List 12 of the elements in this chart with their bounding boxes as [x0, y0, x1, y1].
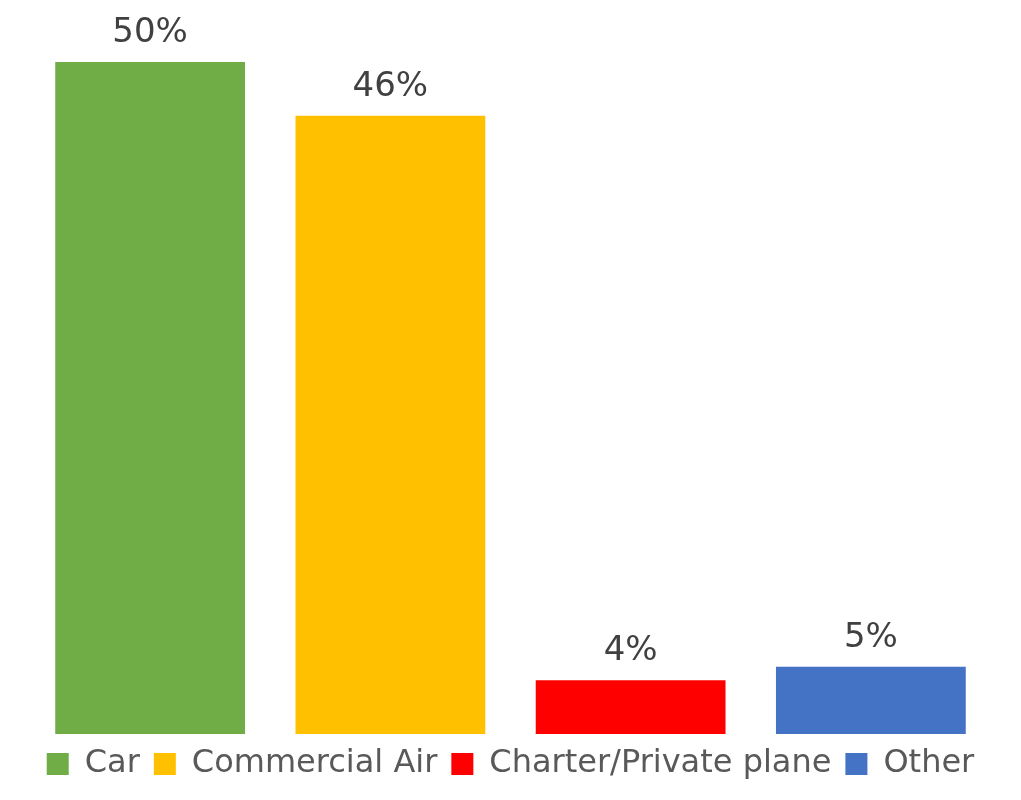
bar: [535, 680, 726, 734]
legend-label: Charter/Private plane: [489, 742, 832, 781]
legend-label: Commercial Air: [191, 742, 439, 781]
legend-label: Car: [84, 742, 141, 781]
legend-label: Other: [883, 742, 976, 781]
data-label: 46%: [352, 63, 429, 104]
data-label: 4%: [603, 628, 658, 669]
data-label: 5%: [843, 614, 898, 655]
bar: [55, 62, 246, 734]
bar: [775, 666, 966, 734]
data-label: 50%: [112, 9, 188, 50]
bar: [295, 115, 486, 734]
